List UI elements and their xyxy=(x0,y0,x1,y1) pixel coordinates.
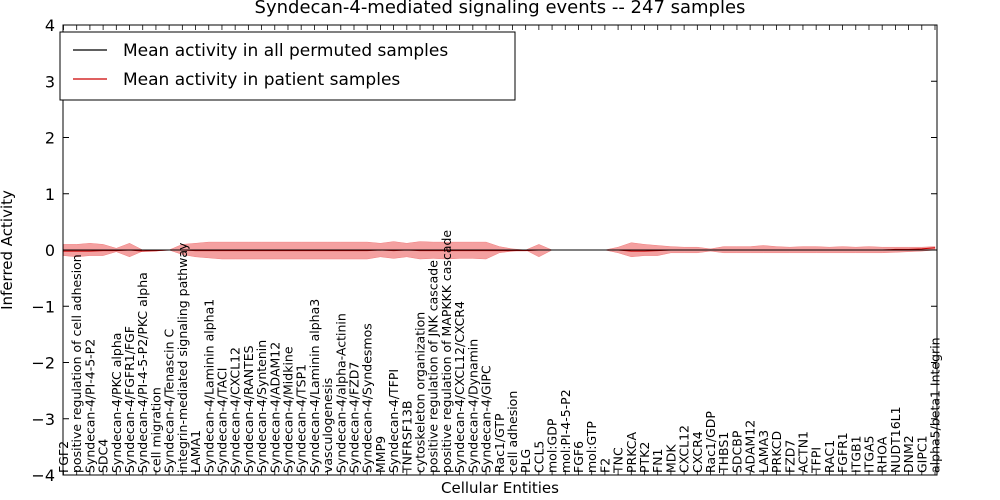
x-tick-label: cell migration xyxy=(148,387,163,473)
x-tick-label: PRKCD xyxy=(769,431,784,473)
x-tick-label: FN1 xyxy=(650,449,665,474)
y-tick-label: −1 xyxy=(31,297,55,316)
x-tick-label: mol:GTP xyxy=(584,421,599,473)
x-tick-label: Syndecan-4/FGFR1/FGF xyxy=(122,326,137,473)
legend-label-patient: Mean activity in patient samples xyxy=(123,70,400,90)
x-tick-label: Syndecan-4/GIPC xyxy=(479,365,494,473)
x-tick-label: Syndecan-4/Dynamin xyxy=(465,339,480,473)
legend-box xyxy=(59,31,516,101)
x-tick-label: alpha5/beta1 Integrin xyxy=(928,337,943,473)
x-tick-label: Syndecan-4/CXCL12 xyxy=(228,347,243,473)
x-tick-label: cell adhesion xyxy=(505,391,520,473)
x-tick-label: positive regulation of JNK cascade xyxy=(426,260,441,473)
x-axis-label: Cellular Entities xyxy=(441,479,559,497)
x-tick-label: vasculogenesis xyxy=(320,378,335,473)
y-tick-label: 1 xyxy=(45,185,55,204)
x-tick-label: THBS1 xyxy=(716,432,731,474)
x-tick-label: PRKCA xyxy=(624,432,639,473)
y-tick-label: −3 xyxy=(31,410,55,429)
x-tick-label: PLG xyxy=(518,449,533,473)
x-tick-label: Syndecan-4/ADAM12 xyxy=(267,342,282,473)
x-tick-label: FGF6 xyxy=(571,441,586,473)
y-tick-label: 0 xyxy=(45,241,55,260)
x-tick-label: Rac1/GDP xyxy=(703,411,718,473)
x-tick-label: CXCL12 xyxy=(677,425,692,473)
x-tick-label: Syndecan-4/TFPI xyxy=(386,369,401,473)
x-tick-label: TNC xyxy=(611,447,626,474)
x-tick-label: Syndecan-4/CXCL12/CXCR4 xyxy=(452,301,467,473)
y-tick-label: 4 xyxy=(45,16,55,35)
x-tick-label: integrin-mediated signaling pathway xyxy=(175,242,190,473)
y-axis-label: Inferred Activity xyxy=(0,190,16,310)
x-tick-label: LAMA1 xyxy=(188,430,203,473)
x-tick-label: Syndecan-4/TSP1 xyxy=(294,364,309,473)
x-tick-label: Syndecan-4/PKC alpha xyxy=(109,333,124,473)
x-tick-label: Syndecan-4/Syndesmos xyxy=(360,323,375,473)
x-tick-label: positive regulation of MAPKKK cascade xyxy=(439,230,454,473)
axes: −4 −3 −2 −1 0 1 2 3 4 xyxy=(31,16,938,485)
legend: Mean activity in all permuted samples Me… xyxy=(59,31,516,101)
x-tick-label: GIPC1 xyxy=(914,435,929,473)
y-tick-label: −4 xyxy=(31,466,55,485)
y-tick-label: −2 xyxy=(31,354,55,373)
x-tick-label: MMP9 xyxy=(373,436,388,473)
x-tick-label: Syndecan-4/PI-4-5-P2 xyxy=(82,339,97,473)
x-tick-label: ITGA5 xyxy=(862,435,877,473)
x-tick-label: ITGB1 xyxy=(848,435,863,473)
x-tick-label: Syndecan-4/RANTES xyxy=(241,345,256,473)
x-tick-label: RAC1 xyxy=(822,440,837,473)
x-tick-label: Syndecan-4/alpha-Actinin xyxy=(333,313,348,473)
x-tick-label: RHOA xyxy=(875,436,890,473)
x-tick-label: DNM2 xyxy=(901,435,916,473)
x-tick-label: Syndecan-4/Laminin alpha1 xyxy=(201,299,216,473)
x-tick-label: ADAM12 xyxy=(743,420,758,473)
x-tick-label: FZD7 xyxy=(782,440,797,473)
x-tick-label: mol:PI-4-5-P2 xyxy=(558,389,573,473)
x-tick-label: TNFRSF13B xyxy=(399,401,414,474)
x-tick-label: Syndecan-4/TACI xyxy=(215,368,230,473)
x-tick-label: F2 xyxy=(597,458,612,473)
chart-title: Syndecan-4-mediated signaling events -- … xyxy=(255,0,746,18)
x-tick-label: TFPI xyxy=(809,447,824,474)
x-tick-label: CCL5 xyxy=(531,441,546,473)
x-tick-label: Syndecan-4/Syntenin xyxy=(254,340,269,473)
x-tick-label: mol:GDP xyxy=(545,418,560,473)
x-tick-label: Rac1/GTP xyxy=(492,413,507,473)
plot-area xyxy=(63,241,936,260)
x-tick-label: MDK xyxy=(663,444,678,473)
x-tick-label: FGF2 xyxy=(56,441,71,473)
x-tick-label: Syndecan-4/FZD7 xyxy=(347,362,362,473)
x-tick-label: PTK2 xyxy=(637,442,652,473)
legend-label-permuted: Mean activity in all permuted samples xyxy=(123,41,448,61)
x-tick-label: SDCBP xyxy=(729,430,744,473)
x-tick-label: Syndecan-4/Midkine xyxy=(281,346,296,473)
x-tick-label: Syndecan-4/Laminin alpha3 xyxy=(307,299,322,473)
x-tick-label: FGFR1 xyxy=(835,432,850,473)
x-tick-label: Syndecan-4/Tenascin C xyxy=(162,328,177,473)
x-tick-label: NUDT16L1 xyxy=(888,406,903,473)
x-tick-label: cytoskeleton organization xyxy=(413,312,428,473)
x-tick-label: CXCR4 xyxy=(690,431,705,473)
x-tick-label: ACTN1 xyxy=(796,431,811,473)
x-tick-label: Syndecan-4/PI-4-5-P2/PKC alpha xyxy=(135,272,150,473)
x-tick-label: SDC4 xyxy=(96,439,111,473)
x-tick-label: LAMA3 xyxy=(756,430,771,473)
x-tick-label: positive regulation of cell adhesion xyxy=(69,254,84,473)
y-tick-label: 2 xyxy=(45,129,55,148)
y-tick-label: 3 xyxy=(45,72,55,91)
